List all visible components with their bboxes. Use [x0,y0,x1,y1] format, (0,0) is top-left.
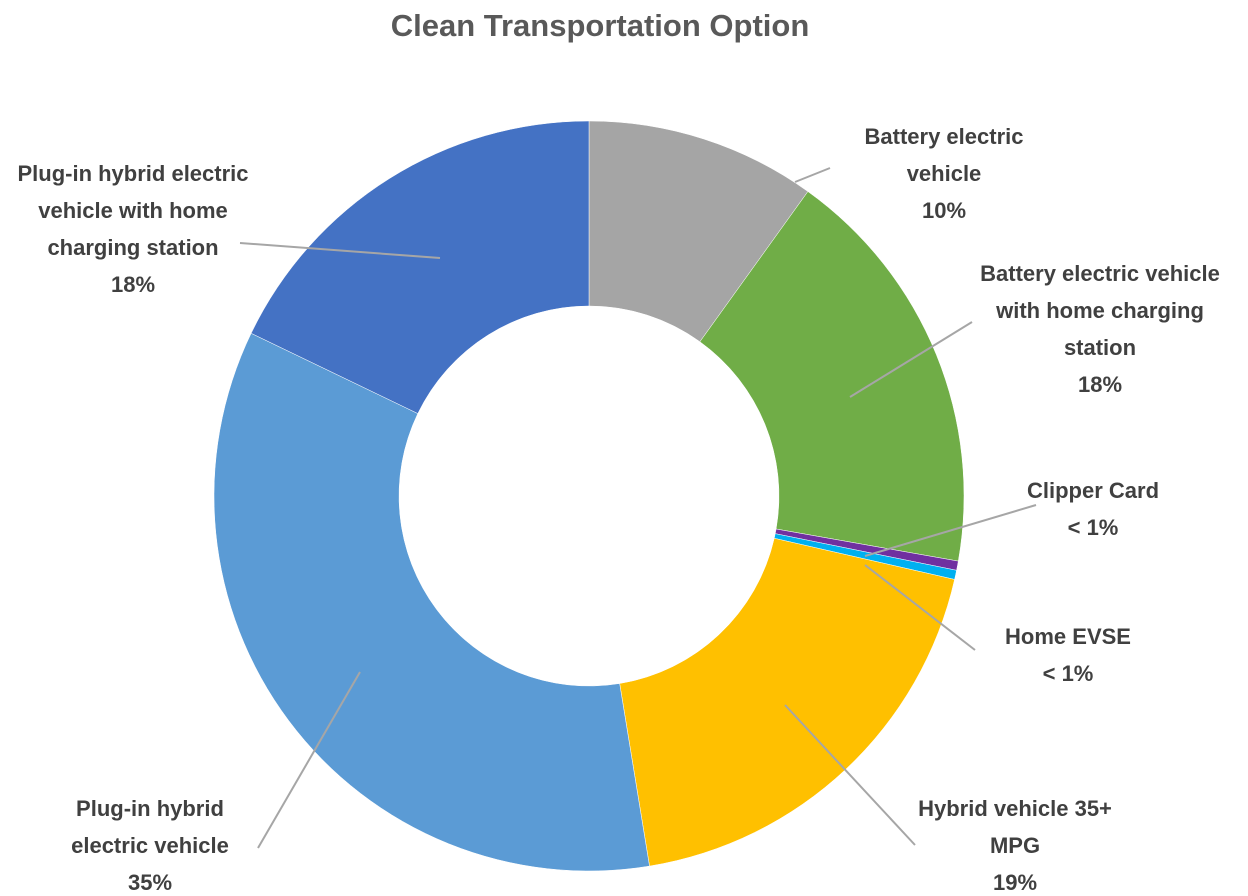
value-label: 19% [992,870,1038,895]
donut-slice [250,120,590,414]
value-label: 35% [127,870,173,895]
donut-slice [213,332,650,872]
leader-line [257,671,361,849]
category-label: Home EVSE [1005,624,1131,649]
data-label: Hybrid vehicle 35+ MPG 19% [915,790,1115,896]
donut-slice [619,537,955,867]
value-label: < 1% [1042,661,1094,686]
leader-line [239,242,441,259]
leader-line [784,704,916,846]
leader-line [864,564,976,651]
category-label: Plug-in hybrid electric vehicle [71,796,229,858]
data-label: Battery electric vehicle with home charg… [975,255,1225,403]
category-label: Plug-in hybrid electric vehicle with hom… [17,161,249,260]
category-label: Clipper Card [1026,478,1160,503]
leader-line [849,321,973,398]
data-label: Clipper Card < 1% [1023,472,1163,546]
value-label: 18% [110,272,156,297]
value-label: < 1% [1067,515,1119,540]
value-label: 10% [921,198,967,223]
category-label: Battery electric vehicle with home charg… [980,261,1220,360]
chart-title: Clean Transportation Option [390,8,810,43]
leader-line [864,504,1037,557]
category-label: Hybrid vehicle 35+ MPG [918,796,1112,858]
data-label: Home EVSE < 1% [993,618,1143,692]
data-label: Plug-in hybrid electric vehicle with hom… [8,155,258,303]
value-label: 18% [1077,372,1123,397]
data-label: Plug-in hybrid electric vehicle 35% [40,790,260,896]
leader-line [794,167,831,183]
data-label: Battery electric vehicle 10% [834,118,1054,229]
category-label: Battery electric vehicle [864,124,1024,186]
donut-slice [699,191,965,562]
